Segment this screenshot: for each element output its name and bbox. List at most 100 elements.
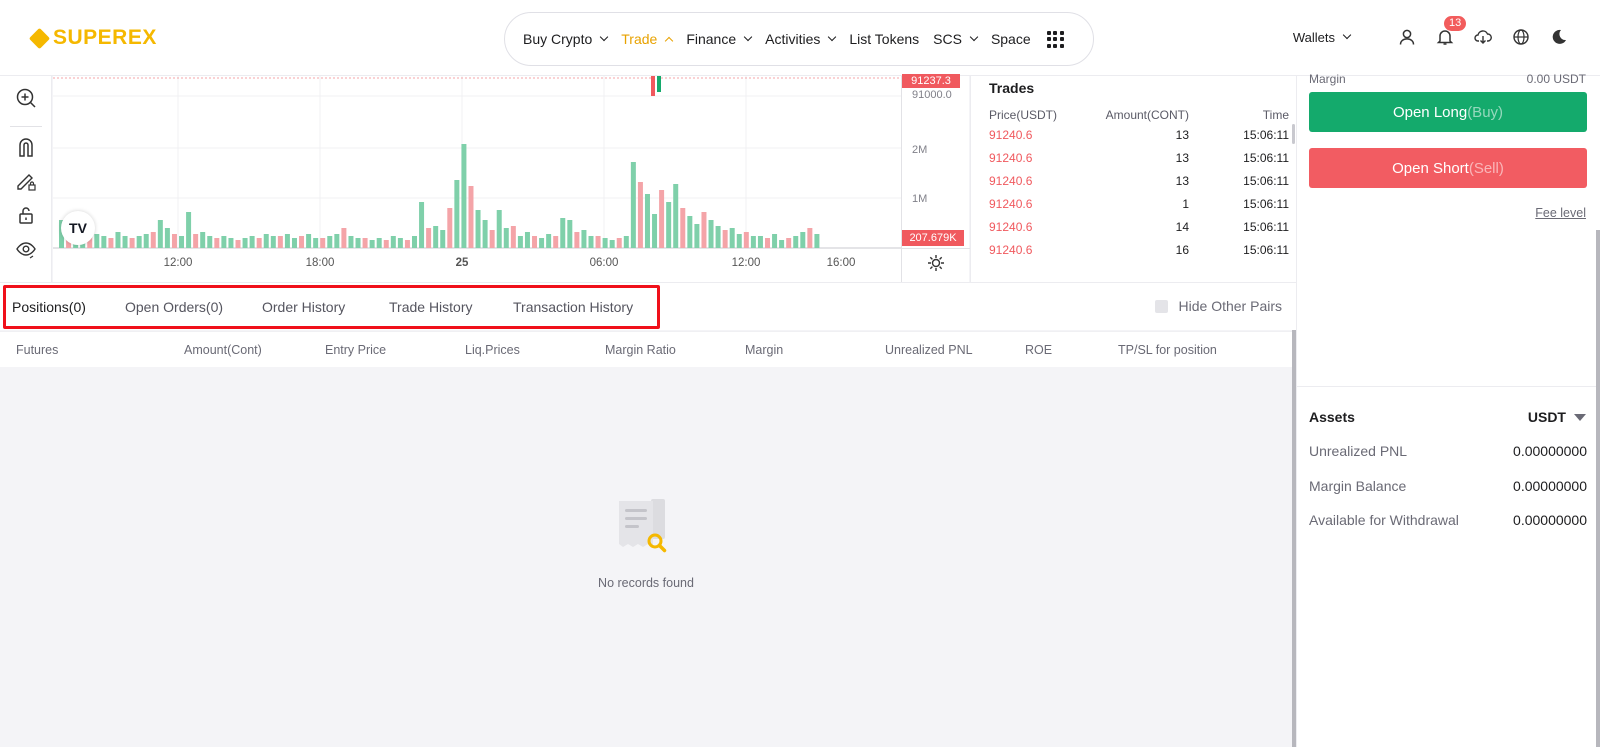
- volume-bar: [412, 236, 417, 248]
- volume-bar: [652, 214, 658, 248]
- trade-row: 91240.6 1 15:06:11: [989, 197, 1289, 213]
- volume-bar: [659, 190, 665, 248]
- assets-currency-select[interactable]: USDT: [1528, 409, 1586, 425]
- tab-trade-history[interactable]: Trade History: [389, 299, 473, 315]
- trade-amount: 13: [1175, 128, 1189, 142]
- nav-label: Trade: [621, 31, 658, 47]
- nav-trade[interactable]: Trade: [621, 31, 674, 47]
- nav-list-tokens[interactable]: List Tokens: [849, 31, 919, 47]
- chart-settings-icon[interactable]: [927, 254, 945, 277]
- time-tick: 12:00: [164, 257, 193, 269]
- volume-bar: [772, 234, 778, 248]
- trade-row: 91240.6 13 15:06:11: [989, 128, 1289, 144]
- positions-table-header: Futures Amount(Cont) Entry Price Liq.Pri…: [0, 331, 1296, 367]
- volume-bar: [623, 236, 629, 248]
- open-long-label: Open Long: [1392, 103, 1468, 121]
- logo[interactable]: SUPEREX: [28, 26, 157, 50]
- volume-bar: [108, 238, 114, 248]
- nav-buy-crypto[interactable]: Buy Crypto: [523, 31, 609, 47]
- margin-value: 0.00 USDT: [1526, 72, 1586, 86]
- trades-panel: Trades Price(USDT) Amount(CONT) Time 912…: [970, 76, 1296, 282]
- volume-bar: [179, 236, 185, 248]
- volume-bar: [348, 236, 354, 248]
- col-margin: Margin: [745, 343, 784, 357]
- volume-bar: [517, 236, 523, 248]
- volume-bar: [419, 202, 425, 248]
- volume-bar: [256, 238, 262, 248]
- trade-price: 91240.6: [989, 174, 1033, 188]
- trade-price: 91240.6: [989, 197, 1033, 211]
- hide-other-pairs-toggle[interactable]: Hide Other Pairs: [1154, 298, 1282, 314]
- fee-level-link[interactable]: Fee level: [1535, 206, 1586, 220]
- open-long-button[interactable]: Open Long (Buy): [1309, 92, 1587, 132]
- volume-bar: [171, 234, 177, 248]
- volume-bar: [743, 232, 749, 248]
- pencil-lock-icon[interactable]: [13, 168, 39, 194]
- volume-bar: [461, 144, 467, 248]
- asset-row-margin-balance: Margin Balance 0.00000000: [1309, 478, 1587, 494]
- unlock-icon[interactable]: [13, 202, 39, 228]
- volume-bar: [736, 234, 742, 248]
- col-roe: ROE: [1025, 343, 1053, 357]
- tab-positions[interactable]: Positions(0): [12, 299, 86, 315]
- volume-bar: [164, 228, 170, 248]
- volume-bar: [729, 228, 735, 248]
- chart-canvas: 12:00 18:00 25 06:00 12:00 16:00: [53, 76, 901, 269]
- hide-other-pairs-checkbox[interactable]: [1154, 299, 1168, 313]
- trade-time: 15:06:11: [1243, 220, 1289, 234]
- volume-bar: [426, 228, 432, 248]
- volume-bar: [715, 226, 721, 248]
- volume-bar: [249, 236, 255, 248]
- chevron-down-icon: [1342, 30, 1352, 40]
- eye-icon[interactable]: [13, 236, 39, 262]
- asset-value: 0.00000000: [1513, 443, 1587, 459]
- right-panel-scrollbar[interactable]: [1596, 230, 1600, 747]
- nav-label: Buy Crypto: [523, 31, 593, 47]
- apps-grid-icon[interactable]: [1046, 30, 1064, 48]
- globe-icon[interactable]: [1510, 26, 1532, 48]
- trade-row: 91240.6 13 15:06:11: [989, 151, 1289, 167]
- positions-tabs: Positions(0) Open Orders(0) Order Histor…: [0, 282, 1296, 330]
- volume-bar: [539, 238, 545, 248]
- trade-amount: 13: [1175, 151, 1189, 165]
- no-records-text: No records found: [598, 576, 694, 590]
- volume-bar: [722, 230, 728, 248]
- volume-bar: [284, 234, 290, 248]
- volume-bar: [433, 226, 439, 248]
- nav-finance[interactable]: Finance: [686, 31, 753, 47]
- time-tick: 18:00: [306, 257, 335, 269]
- moon-icon[interactable]: [1548, 26, 1570, 48]
- trade-amount: 13: [1175, 174, 1189, 188]
- user-icon[interactable]: [1396, 26, 1418, 48]
- tab-open-orders[interactable]: Open Orders(0): [125, 299, 224, 315]
- bell-icon[interactable]: 13: [1434, 16, 1467, 48]
- nav-scs[interactable]: SCS: [933, 31, 979, 47]
- download-icon[interactable]: [1472, 26, 1494, 48]
- asset-label: Margin Balance: [1309, 478, 1407, 494]
- volume-bar: [150, 232, 156, 248]
- trade-amount: 1: [1182, 197, 1189, 211]
- last-volume-label: 207.679K: [902, 230, 964, 246]
- header-actions: Wallets 13: [1293, 16, 1570, 48]
- volume-bar: [122, 236, 128, 248]
- chart-drawing-toolbar: [0, 76, 52, 282]
- main-scrollbar[interactable]: [1292, 330, 1296, 747]
- last-price-label: 91237.3: [902, 74, 960, 88]
- volume-chart[interactable]: 12:00 18:00 25 06:00 12:00 16:00 TV: [53, 76, 901, 282]
- tab-order-history[interactable]: Order History: [262, 299, 346, 315]
- col-unrealized-pnl: Unrealized PNL: [885, 343, 973, 357]
- open-short-button[interactable]: Open Short (Sell): [1309, 148, 1587, 188]
- tab-transaction-history[interactable]: Transaction History: [513, 299, 634, 315]
- volume-bar: [327, 236, 333, 248]
- volume-bar: [440, 230, 446, 248]
- wallets-menu[interactable]: Wallets: [1293, 30, 1352, 45]
- tradingview-logo[interactable]: TV: [61, 211, 95, 245]
- magnet-icon[interactable]: [13, 134, 39, 160]
- caret-down-icon: [1574, 413, 1586, 421]
- volume-bar: [673, 184, 679, 248]
- trades-scrollbar[interactable]: [1292, 124, 1295, 144]
- zoom-in-icon[interactable]: [13, 85, 39, 111]
- volume-bar: [630, 162, 636, 248]
- nav-space[interactable]: Space: [991, 31, 1031, 47]
- nav-activities[interactable]: Activities: [765, 31, 837, 47]
